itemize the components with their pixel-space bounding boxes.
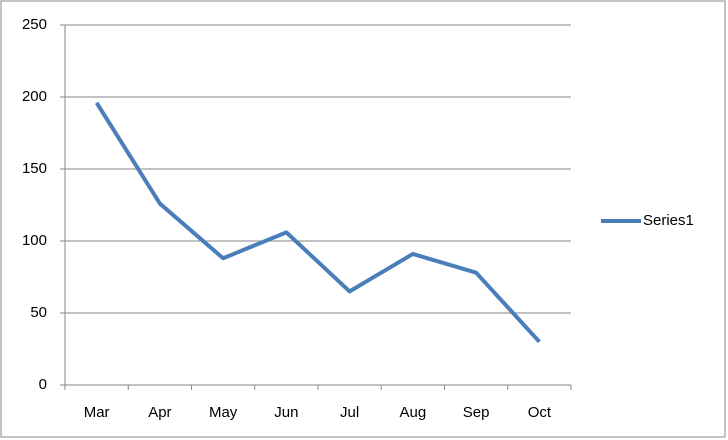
x-tick-label: Oct [528, 404, 552, 421]
y-tick-label: 150 [22, 160, 47, 177]
y-tick-label: 200 [22, 88, 47, 105]
x-tick-label: Jul [340, 404, 359, 421]
x-tick-label: Mar [84, 404, 110, 421]
x-tick-label: Jun [274, 404, 298, 421]
y-tick-label: 250 [22, 16, 47, 33]
x-tick-label: Sep [463, 404, 490, 421]
x-tick-label: May [209, 404, 238, 421]
y-tick-label: 0 [39, 376, 47, 393]
series-line [94, 101, 541, 344]
legend-label: Series1 [643, 212, 694, 229]
y-tick-label: 100 [22, 232, 47, 249]
x-tick-label: Apr [148, 404, 171, 421]
y-tick-label: 50 [30, 304, 47, 321]
x-tick-label: Aug [400, 404, 427, 421]
